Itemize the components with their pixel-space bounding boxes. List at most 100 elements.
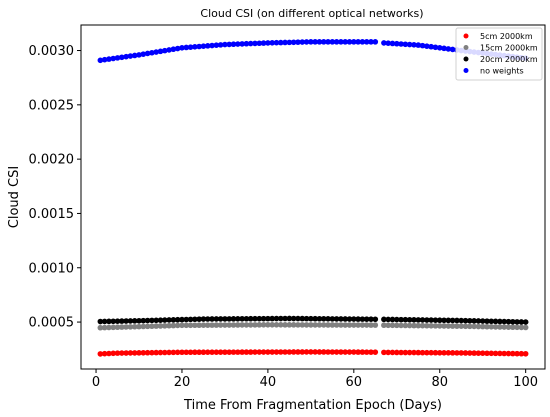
data-point [222, 322, 228, 328]
data-point [106, 56, 112, 62]
data-point [247, 322, 254, 328]
data-point [381, 349, 387, 356]
data-point [157, 323, 164, 329]
data-point [183, 322, 190, 329]
data-point [454, 317, 460, 324]
data-point [204, 349, 211, 355]
data-point [372, 39, 379, 45]
data-point [196, 316, 202, 322]
data-point [333, 349, 340, 355]
data-point [346, 316, 353, 322]
data-point [179, 349, 185, 356]
data-point [209, 349, 215, 355]
data-point [492, 318, 499, 325]
data-point [174, 316, 181, 323]
data-point [140, 349, 147, 356]
data-point [110, 324, 117, 331]
data-point [123, 324, 129, 330]
data-point [462, 317, 469, 324]
data-point [290, 349, 297, 355]
data-point [449, 317, 456, 324]
data-point [136, 350, 142, 356]
legend-marker [463, 33, 469, 39]
data-point [316, 315, 323, 322]
data-point [522, 319, 529, 325]
data-point [286, 322, 293, 328]
data-point [514, 350, 520, 357]
data-point [488, 324, 495, 330]
data-point [299, 349, 306, 355]
data-point [462, 323, 469, 330]
data-point [200, 349, 207, 356]
data-point [406, 41, 413, 48]
data-point [467, 317, 473, 324]
data-point [393, 322, 400, 329]
data-point [243, 40, 250, 47]
data-point [106, 350, 112, 357]
data-point [329, 39, 336, 45]
data-point [140, 323, 147, 330]
data-point [432, 323, 439, 329]
data-point [398, 316, 404, 323]
data-point [402, 349, 409, 356]
data-point [170, 322, 177, 329]
data-point [277, 349, 284, 355]
data-point [411, 349, 417, 356]
data-point [260, 40, 267, 46]
x-tick-label: 20 [174, 375, 191, 390]
data-point [265, 315, 271, 322]
x-axis-ticks: 0 20 40 60 80 100 [92, 369, 538, 390]
data-point [402, 41, 409, 48]
data-point [385, 316, 391, 323]
y-tick-label: 0.0030 [29, 44, 75, 59]
data-point [106, 324, 112, 331]
data-point [505, 318, 512, 325]
data-point [239, 349, 245, 355]
data-point [256, 40, 263, 47]
data-point [359, 316, 366, 322]
data-point [338, 316, 344, 322]
data-point [269, 315, 275, 322]
data-point [295, 39, 301, 45]
data-point [200, 322, 207, 328]
data-point [149, 317, 155, 324]
data-point [436, 349, 443, 356]
data-point [518, 319, 525, 325]
data-point [170, 349, 177, 356]
data-point [256, 322, 263, 328]
data-point [101, 56, 108, 63]
data-point [204, 316, 211, 322]
data-point [351, 322, 357, 328]
data-point [342, 316, 349, 322]
data-point [123, 53, 129, 60]
data-point [174, 45, 181, 52]
data-point [389, 349, 396, 356]
data-point [497, 318, 503, 325]
x-tick-label: 0 [92, 375, 100, 390]
data-point [419, 42, 426, 49]
data-point [522, 324, 529, 331]
data-point [222, 41, 228, 48]
data-point [445, 323, 452, 329]
data-point [286, 39, 293, 46]
data-point [183, 44, 190, 51]
data-point [101, 318, 108, 325]
data-point [329, 349, 336, 355]
y-tick-label: 0.0015 [29, 207, 75, 222]
data-point [509, 350, 516, 357]
data-point [187, 44, 194, 50]
data-point [389, 40, 396, 47]
data-point [363, 39, 370, 45]
data-point [308, 315, 314, 322]
data-point [316, 322, 323, 328]
data-point [226, 349, 233, 355]
data-point [342, 349, 349, 355]
data-point [359, 349, 366, 355]
data-point [497, 324, 503, 330]
data-point [484, 318, 490, 324]
data-point [363, 322, 370, 328]
data-point [368, 349, 374, 355]
data-point [157, 317, 164, 323]
data-point [243, 322, 250, 328]
